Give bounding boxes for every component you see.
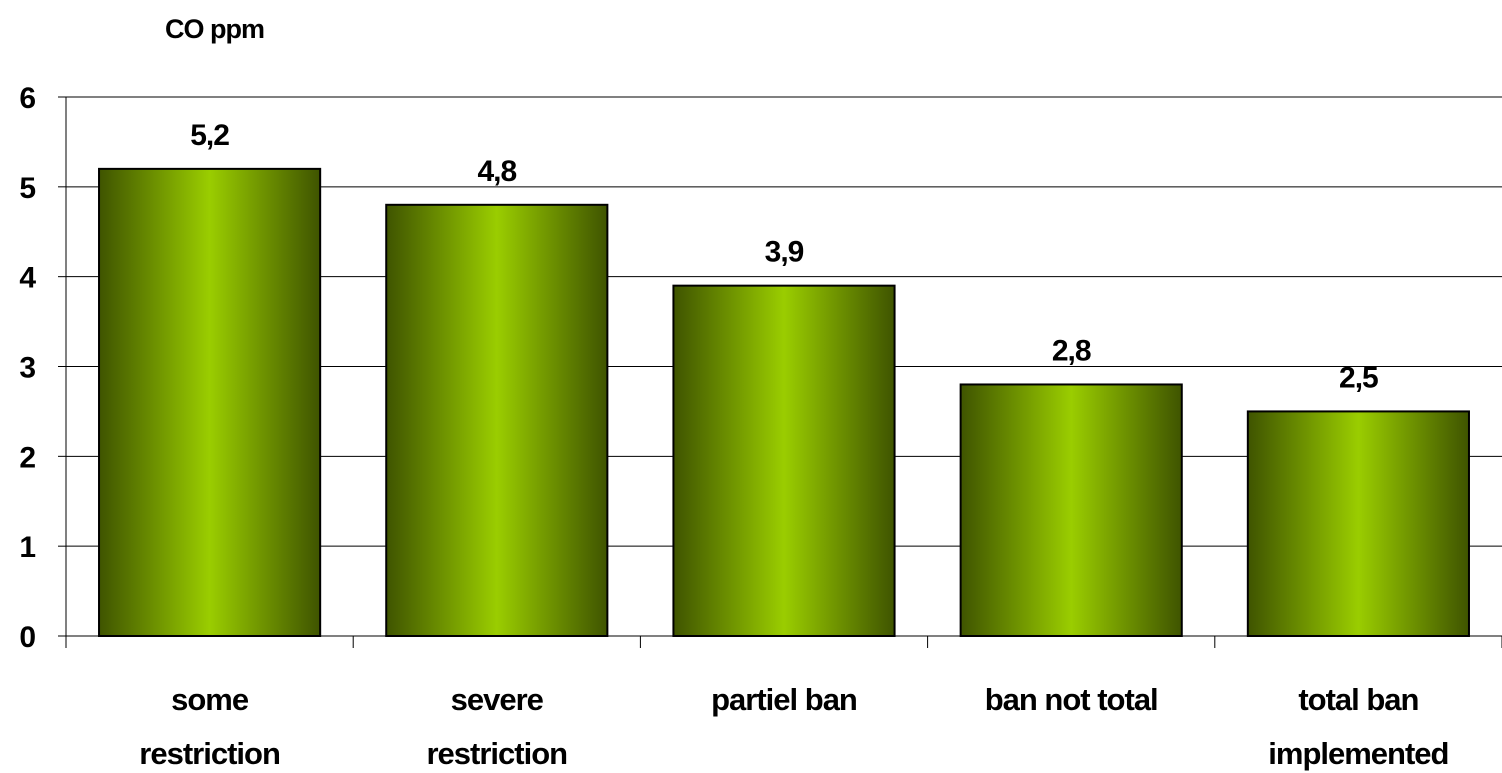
y-tick-labels: 0 1 2 3 4 5 6: [19, 82, 36, 654]
data-label: 3,9: [765, 236, 804, 269]
x-tick-label: restriction: [426, 736, 567, 771]
x-tick-label: ban not total: [985, 682, 1158, 717]
x-tick-label: restriction: [139, 736, 280, 771]
bar: [1246, 410, 1470, 637]
data-label: 2,8: [1052, 334, 1091, 367]
y-axis-label: CO ppm: [165, 14, 264, 44]
x-tick-label: severe: [451, 682, 544, 717]
data-label: 2,5: [1339, 361, 1378, 394]
data-labels: 5,2 4,8 3,9 2,8 2,5: [190, 119, 1379, 395]
y-tick-label: 0: [19, 621, 36, 654]
bar: [959, 383, 1183, 638]
y-tick-label: 3: [19, 352, 36, 385]
axes: [58, 96, 1502, 648]
x-tick-label: some: [171, 682, 249, 717]
y-tick-label: 6: [19, 82, 36, 115]
bar: [672, 284, 896, 637]
y-tick-label: 2: [19, 441, 36, 474]
data-label: 4,8: [477, 155, 516, 188]
y-tick-label: 5: [19, 172, 36, 205]
x-tick-label: total ban: [1298, 682, 1418, 717]
y-tick-label: 4: [19, 262, 36, 295]
bar: [385, 203, 609, 638]
bars: [98, 167, 1470, 638]
x-tick-label: implemented: [1268, 736, 1448, 771]
y-tick-label: 1: [19, 531, 36, 564]
x-tick-labels: some restriction severe restriction partiel …: [139, 682, 1449, 771]
bar: [98, 167, 322, 637]
x-tick-label: partiel ban: [711, 682, 857, 717]
data-label: 5,2: [190, 119, 229, 152]
